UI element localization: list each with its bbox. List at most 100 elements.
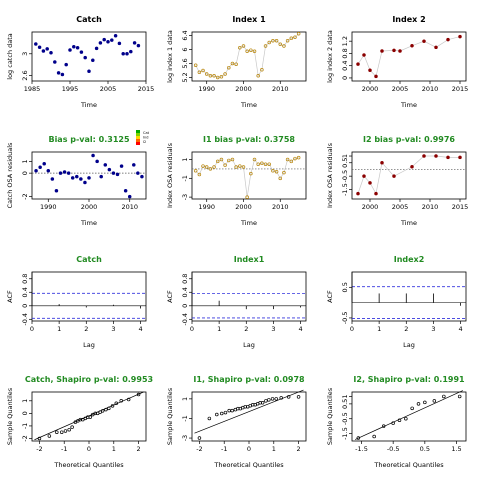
panel-bias_i2: I2 bias p-val: 0.9976 2000 2005 2010 2015 -1.… <box>326 135 468 227</box>
x-tick-label: 4 <box>139 325 143 333</box>
data-point <box>457 394 462 399</box>
data-point <box>75 174 79 179</box>
data-point <box>72 44 76 49</box>
data-point <box>274 169 279 174</box>
x-tick-label: 1990 <box>198 85 215 93</box>
data-point <box>356 436 361 440</box>
data-point <box>212 73 216 78</box>
panel-title: Index 2 <box>392 15 425 24</box>
legend-swatch <box>136 133 140 136</box>
x-tick-label: 4 <box>299 325 303 333</box>
data-point <box>79 177 83 181</box>
y-tick-label: 0.4 <box>341 61 349 71</box>
data-point <box>87 69 91 73</box>
data-point <box>129 49 133 54</box>
data-point <box>271 38 275 43</box>
y-tick-label: -3 <box>181 435 189 441</box>
data-point <box>391 421 395 425</box>
y-tick-label: -0.5 <box>341 170 349 183</box>
x-axis-label: Theoretical Quantiles <box>53 461 124 469</box>
plot-frame <box>31 31 147 82</box>
data-point <box>201 164 205 168</box>
data-point <box>127 194 132 199</box>
data-point <box>234 62 238 66</box>
y-tick-label: -2 <box>21 435 29 441</box>
data-point <box>434 45 438 50</box>
data-point <box>372 434 376 439</box>
data-point <box>114 401 119 406</box>
data-point <box>67 427 71 432</box>
plot-frame <box>31 271 147 322</box>
data-point <box>446 37 450 42</box>
data-point <box>381 424 386 428</box>
x-tick-label: 1985 <box>24 85 41 93</box>
data-point <box>204 72 209 76</box>
data-point <box>215 75 220 80</box>
data-point <box>123 189 128 193</box>
data-point <box>62 170 67 174</box>
x-tick-label: 1 <box>57 325 61 333</box>
data-point <box>103 163 108 167</box>
data-point <box>197 436 202 440</box>
data-point <box>293 156 297 161</box>
y-axis-label: Index OSA residuals <box>326 142 334 208</box>
x-tick-label: 0.5 <box>420 445 430 453</box>
x-tick-label: 2 <box>84 325 88 333</box>
data-point <box>223 72 227 76</box>
x-tick-label: 2000 <box>235 85 252 93</box>
data-point <box>422 154 426 158</box>
data-point <box>193 169 198 173</box>
y-axis-label: ACF <box>326 290 334 303</box>
data-point <box>267 162 271 166</box>
data-point <box>368 68 372 73</box>
data-point <box>374 74 378 79</box>
data-point <box>68 48 72 52</box>
data-point <box>60 72 65 77</box>
data-point <box>296 155 301 160</box>
data-point <box>117 41 122 46</box>
data-point <box>296 395 301 399</box>
data-point <box>107 167 112 172</box>
y-axis-label: log index 1 data <box>166 30 174 83</box>
data-point <box>397 418 402 422</box>
x-tick-label: 2010 <box>121 203 138 211</box>
data-point <box>227 408 231 413</box>
panel-title: I2, Shapiro p-val: 0.1991 <box>353 375 465 384</box>
y-tick-label: 0 <box>21 304 29 308</box>
x-tick-label: -1 <box>61 445 67 453</box>
data-point <box>267 398 271 402</box>
data-point <box>223 410 228 415</box>
y-tick-label: 1 <box>341 154 349 158</box>
data-point <box>278 176 283 181</box>
x-tick-label: 3 <box>431 325 435 333</box>
x-tick-label: 2010 <box>272 85 289 93</box>
data-point <box>41 49 46 53</box>
x-tick-label: 2015 <box>452 85 469 93</box>
legend-label: Cat <box>143 131 150 135</box>
x-tick-label: -1.5 <box>355 445 368 453</box>
panel-title: Catch, Shapiro p-val: 0.9953 <box>25 375 153 384</box>
data-point <box>245 195 249 199</box>
y-tick-label: 6 <box>181 47 189 51</box>
x-tick-label: 0 <box>190 325 194 333</box>
data-point <box>282 44 286 48</box>
y-axis-label: log index 2 data <box>326 30 334 83</box>
x-tick-label: 0 <box>30 325 34 333</box>
data-point <box>289 159 294 164</box>
plot-frame <box>351 391 467 442</box>
x-tick-label: 3 <box>111 325 115 333</box>
data-point <box>279 396 283 400</box>
y-tick-label: -0.4 <box>181 313 189 326</box>
data-point <box>404 416 408 421</box>
x-tick-label: 2000 <box>235 203 252 211</box>
data-point <box>238 45 242 50</box>
data-point <box>208 73 213 78</box>
data-point <box>58 171 63 175</box>
data-point <box>54 189 59 193</box>
data-point <box>197 172 202 177</box>
data-point <box>398 49 402 53</box>
data-point <box>99 174 103 179</box>
data-point <box>446 155 450 160</box>
x-tick-label: -1 <box>221 445 227 453</box>
plot-frame <box>351 271 467 322</box>
